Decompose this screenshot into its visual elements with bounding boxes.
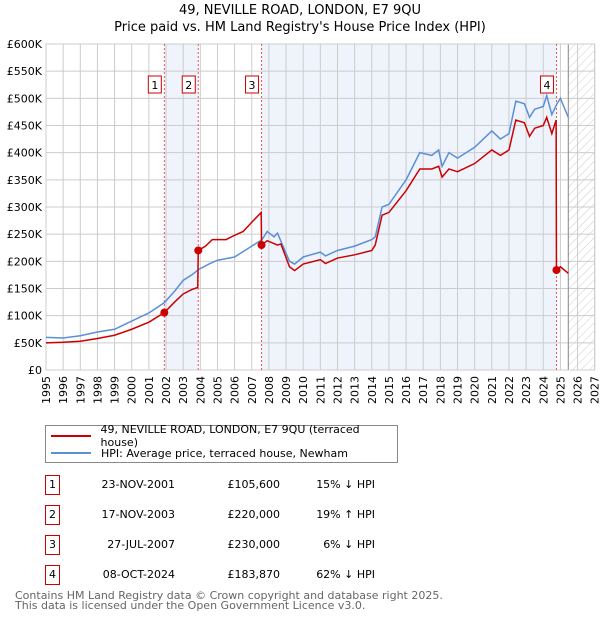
- x-tick-label: 2025: [554, 376, 567, 404]
- legend-label-property: 49, NEVILLE ROAD, LONDON, E7 9QU (terrac…: [100, 423, 360, 449]
- x-tick-label: 1997: [74, 376, 87, 404]
- x-tick-label: 2005: [211, 376, 224, 404]
- y-tick-label: £450K: [7, 120, 43, 133]
- x-tick-label: 2022: [503, 376, 516, 404]
- plot-area: 1995 1996 1997 1998 1999 2000 2001 2002 2003 2004…: [7, 38, 600, 404]
- y-tick-label: £250K: [7, 228, 43, 241]
- legend-swatch-hpi: [51, 452, 91, 454]
- footer-line-2: This data is licensed under the Open Gov…: [15, 599, 366, 612]
- sale-point: [194, 246, 203, 255]
- sale-hpi-diff: 6% ↓ HPI: [323, 538, 375, 551]
- sale-price: £183,870: [227, 568, 281, 581]
- sale-label-box: [147, 75, 162, 94]
- sale-label: 2: [185, 79, 192, 92]
- x-tick-label: 1998: [91, 376, 104, 404]
- sale-date: 27-JUL-2007: [107, 538, 175, 551]
- x-tick-label: 2000: [126, 376, 139, 404]
- sale-label: 4: [543, 79, 550, 92]
- x-tick-label: 1996: [57, 376, 70, 404]
- x-tick-label: 2021: [486, 376, 499, 404]
- sale-price: £105,600: [227, 478, 281, 491]
- x-tick-label: 2004: [194, 376, 207, 404]
- chart-title: 49, NEVILLE ROAD, LONDON, E7 9QU: [178, 3, 422, 18]
- y-tick-label: £0: [28, 364, 42, 377]
- x-tick-label: 2003: [177, 376, 190, 404]
- y-tick-label: £550K: [7, 65, 43, 78]
- y-tick-label: £150K: [7, 283, 43, 296]
- x-tick-label: 2019: [452, 376, 465, 404]
- x-tick-label: 2020: [469, 376, 482, 404]
- legend-swatch-property: [51, 435, 91, 437]
- y-tick-label: £500K: [7, 92, 43, 105]
- x-tick-label: 2008: [263, 376, 276, 404]
- x-tick-label: 2001: [143, 376, 156, 404]
- sale-label-box: [181, 75, 196, 94]
- x-tick-label: 2016: [400, 376, 413, 404]
- footer: Contains HM Land Registry data © Crown c…: [15, 589, 443, 612]
- x-tick-label: 2011: [314, 376, 327, 404]
- sales-table-row: 2 17-NOV-2003 £220,000 19% ↑ HPI: [45, 505, 445, 525]
- sale-number: 3: [45, 535, 60, 555]
- y-tick-label: £600K: [7, 38, 43, 51]
- y-tick-label: £200K: [7, 255, 43, 268]
- sales-table-row: 1 23-NOV-2001 £105,600 15% ↓ HPI: [45, 475, 445, 495]
- legend-label-hpi: HPI: Average price, terraced house, Newh…: [101, 446, 348, 460]
- sale-label-box: [539, 75, 554, 94]
- sale-price: £220,000: [227, 508, 281, 521]
- sale-number: 4: [45, 565, 60, 585]
- legend: 49, NEVILLE ROAD, LONDON, E7 9QU (terrac…: [45, 423, 398, 463]
- y-tick-label: £100K: [7, 310, 43, 323]
- x-tick-label: 2018: [434, 376, 447, 404]
- x-tick-label: 2013: [349, 376, 362, 404]
- property-price-line: [45, 115, 569, 344]
- y-tick-label: £50K: [14, 337, 43, 350]
- x-tick-label: 2023: [520, 376, 533, 404]
- sale-label: 3: [249, 79, 256, 92]
- x-tick-label: 2009: [280, 376, 293, 404]
- sale-number: 1: [45, 475, 60, 495]
- x-tick-label: 2027: [589, 376, 600, 404]
- sale-hpi-diff: 15% ↓ HPI: [316, 478, 375, 491]
- sale-date: 23-NOV-2001: [101, 478, 175, 491]
- sale-point: [257, 241, 266, 250]
- x-tick-label: 2002: [160, 376, 173, 404]
- sales-table-row: 4 08-OCT-2024 £183,870 62% ↓ HPI: [45, 565, 445, 585]
- chart-subtitle: Price paid vs. HM Land Registry's House …: [114, 20, 486, 35]
- y-tick-label: £350K: [7, 174, 43, 187]
- hpi-line: [45, 92, 569, 339]
- sale-label-box: [245, 75, 260, 94]
- x-tick-label: 2012: [331, 376, 344, 404]
- plot-border: [45, 43, 596, 371]
- sales-table-row: 3 27-JUL-2007 £230,000 6% ↓ HPI: [45, 535, 445, 555]
- x-tick-label: 1999: [109, 376, 122, 404]
- x-tick-label: 2026: [572, 376, 585, 404]
- sale-date: 08-OCT-2024: [102, 568, 175, 581]
- footer-line-1: Contains HM Land Registry data © Crown c…: [15, 589, 443, 602]
- y-tick-label: £400K: [7, 147, 43, 160]
- x-tick-label: 2024: [537, 376, 550, 404]
- x-tick-label: 2015: [383, 376, 396, 404]
- x-tick-label: 1995: [40, 376, 53, 404]
- sale-date: 17-NOV-2003: [101, 508, 175, 521]
- x-tick-label: 2014: [366, 376, 379, 404]
- sale-price: £230,000: [227, 538, 281, 551]
- sale-label: 1: [151, 79, 158, 92]
- x-tick-label: 2007: [246, 376, 259, 404]
- x-tick-label: 2006: [229, 376, 242, 404]
- sale-point: [160, 308, 169, 317]
- sale-number: 2: [45, 505, 60, 525]
- x-tick-label: 2010: [297, 376, 310, 404]
- sale-point: [552, 266, 561, 275]
- sale-hpi-diff: 62% ↓ HPI: [316, 568, 375, 581]
- y-tick-label: £300K: [7, 201, 43, 214]
- sale-hpi-diff: 19% ↑ HPI: [316, 508, 375, 521]
- x-tick-label: 2017: [417, 376, 430, 404]
